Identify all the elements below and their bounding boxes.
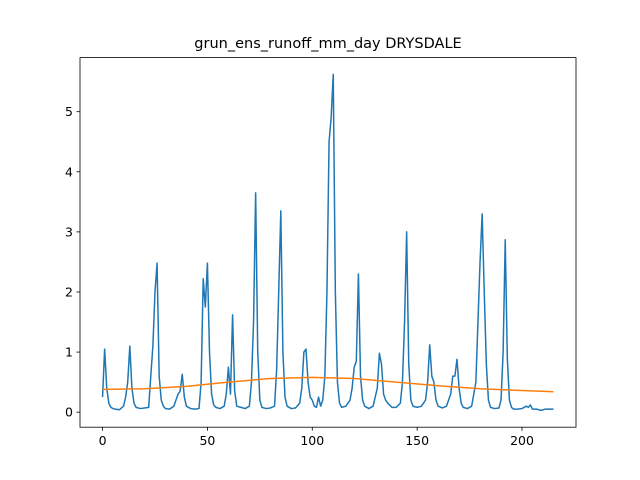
line-series [102,376,554,393]
x-tick-label: 200 [510,433,534,448]
x-tick-label: 150 [405,433,429,448]
y-tick-label: 0 [65,405,73,420]
y-tick-label: 1 [65,345,73,360]
y-tick-label: 5 [65,104,73,119]
chart-title: grun_ens_runoff_mm_day DRYSDALE [194,36,461,52]
x-tick-label: 50 [199,433,215,448]
x-tick-label: 100 [300,433,324,448]
plot-frame [79,57,577,428]
y-tick-label: 3 [65,224,73,239]
y-tick-label: 2 [65,284,73,299]
y-tick-label: 4 [65,164,73,179]
x-tick-label: 0 [99,433,107,448]
line-series [101,73,554,412]
